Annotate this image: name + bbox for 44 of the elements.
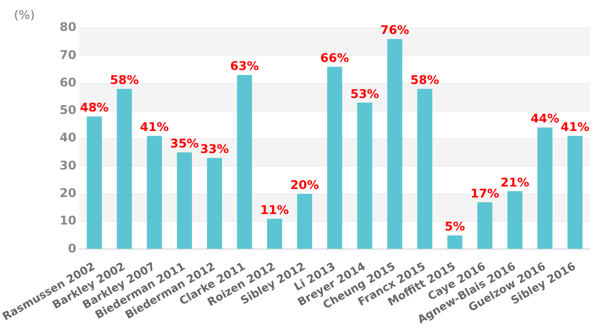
y-tick-label: 50	[60, 103, 76, 118]
bar	[567, 136, 582, 249]
data-label: 41%	[560, 120, 590, 134]
bar	[237, 75, 252, 249]
bar	[417, 88, 432, 249]
y-axis-title: (%)	[14, 8, 35, 22]
data-label: 53%	[350, 86, 380, 101]
bar	[116, 88, 132, 249]
data-label: 21%	[500, 175, 530, 190]
bar	[357, 102, 372, 249]
data-label: 35%	[170, 136, 199, 151]
bar	[267, 218, 282, 249]
bar	[146, 136, 162, 249]
data-label: 58%	[410, 72, 440, 87]
bar	[206, 158, 222, 249]
y-tick-label: 10	[60, 214, 76, 228]
data-label: 33%	[200, 142, 229, 156]
y-tick-label: 30	[60, 158, 76, 172]
data-label: 41%	[140, 120, 169, 134]
bar	[387, 39, 402, 249]
y-tick-label: 20	[60, 186, 76, 200]
data-label: 17%	[470, 186, 500, 200]
data-label: 63%	[230, 59, 259, 74]
data-label: 48%	[80, 100, 109, 115]
bar	[507, 191, 522, 249]
bar	[86, 116, 102, 249]
data-label: 58%	[110, 72, 139, 87]
data-label: 11%	[260, 202, 289, 217]
data-label: 66%	[320, 50, 350, 65]
y-tick-label: 70	[60, 48, 76, 62]
data-label: 20%	[290, 178, 319, 192]
data-label: 44%	[530, 112, 560, 126]
y-tick-label: 0	[68, 241, 76, 256]
y-tick-label: 80	[60, 20, 76, 34]
data-label: 76%	[380, 23, 410, 38]
data-label: 5%	[444, 219, 466, 234]
bar	[327, 66, 342, 249]
bar	[447, 235, 462, 249]
y-tick-label: 60	[60, 75, 76, 90]
bar	[537, 128, 552, 249]
bar	[176, 152, 192, 249]
bar	[297, 194, 312, 249]
bar	[477, 202, 492, 249]
y-tick-label: 40	[60, 130, 76, 145]
